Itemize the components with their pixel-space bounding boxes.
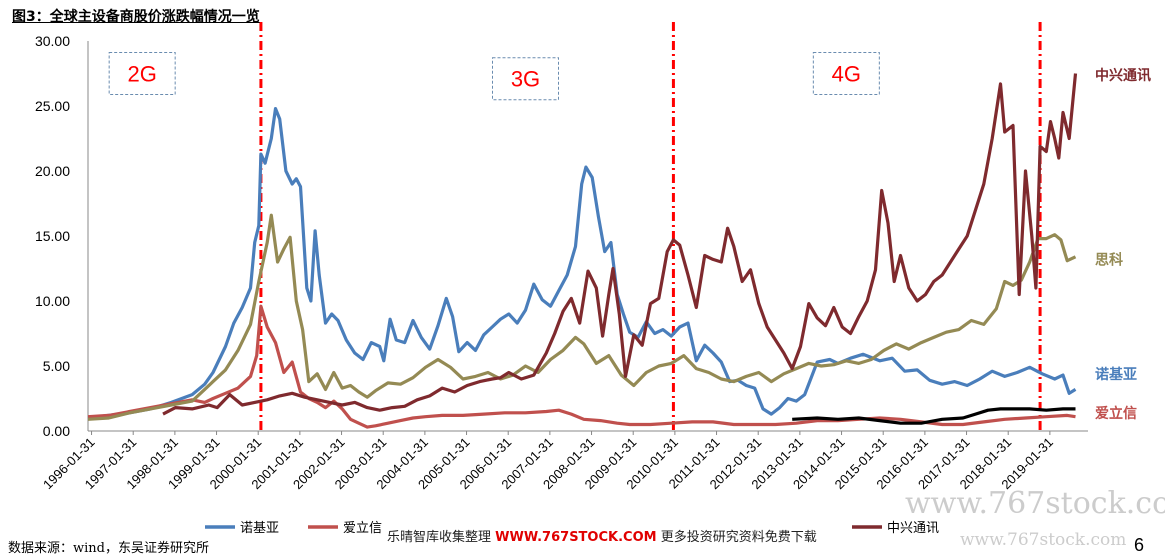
watermark-site-small: www.767stock.com	[960, 530, 1127, 550]
page-number: 6	[1134, 535, 1145, 555]
era-label: 2G	[127, 62, 156, 87]
y-tick-label: 15.00	[35, 228, 70, 244]
watermark-site-link[interactable]: WWW.767STOCK.COM	[495, 530, 657, 545]
era-label-box	[492, 57, 559, 101]
legend-label: 诺基亚	[240, 521, 279, 536]
watermark-site-large: www.767stock.cor	[905, 486, 1165, 521]
y-tick-label: 20.00	[35, 163, 70, 179]
legend: 诺基亚 爱立信 中兴通讯	[205, 521, 939, 536]
y-tick-label: 0.00	[43, 423, 70, 439]
series-end-label: 爱立信	[1095, 405, 1137, 422]
series-end-label: 思科	[1095, 251, 1123, 268]
series-line	[87, 304, 1076, 429]
y-tick-label: 25.00	[35, 98, 70, 114]
series-line	[87, 213, 1077, 421]
watermark-suffix: 更多投资研究资料免费下载	[660, 530, 817, 545]
legend-label: 中兴通讯	[887, 521, 939, 536]
series-line	[792, 407, 1076, 425]
y-tick-label: 5.00	[43, 358, 70, 374]
y-tick-label: 30.00	[35, 33, 70, 49]
watermark-prefix: 乐晴智库收集整理	[387, 530, 492, 545]
era-labels: 2G 3G 4G	[108, 52, 880, 101]
figure-title: 图3：全球主设备商股价涨跌幅情况一览	[12, 9, 260, 25]
source-note: 数据来源：wind，东吴证券研究所	[8, 541, 209, 556]
series-end-label: 中兴通讯	[1095, 67, 1151, 84]
series-lines	[87, 73, 1078, 429]
watermark-banner: 乐晴智库收集整理 WWW.767STOCK.COM 更多投资研究资料免费下载	[387, 526, 817, 545]
era-label: 3G	[511, 67, 540, 92]
series-line	[87, 107, 1077, 420]
legend-label: 爱立信	[343, 521, 382, 536]
era-label-box	[108, 52, 176, 95]
era-label: 4G	[832, 62, 861, 87]
era-label-box	[812, 52, 880, 95]
series-end-label: 诺基亚	[1095, 366, 1137, 383]
series-line	[162, 73, 1078, 416]
y-tick-label: 10.00	[35, 293, 70, 309]
era-dividers	[259, 22, 1042, 431]
